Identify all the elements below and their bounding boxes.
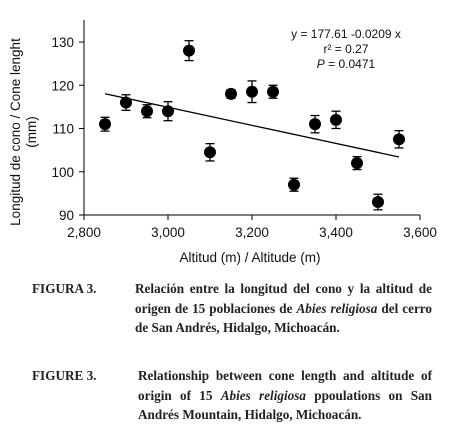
- point-marker: [351, 157, 363, 170]
- regression-line: [104, 93, 400, 158]
- caption-body: Relación entre la longitud del cono y la…: [135, 281, 433, 335]
- data-point: [330, 110, 342, 130]
- point-marker: [204, 146, 216, 159]
- x-tick-label: 2,800: [67, 225, 101, 240]
- data-point: [393, 130, 405, 149]
- x-tick-label: 3,000: [151, 225, 185, 240]
- point-marker: [372, 196, 384, 209]
- point-marker: [120, 96, 132, 109]
- point-marker: [330, 113, 342, 126]
- data-point: [288, 177, 300, 192]
- caption-label: FIGURA 3.: [32, 281, 97, 296]
- data-point: [372, 193, 384, 211]
- equation-text: y = 177.61 -0.0209 x: [291, 27, 401, 41]
- p-value-text: P = 0.0471: [317, 57, 376, 71]
- x-tick-label: 3,200: [235, 225, 269, 240]
- point-marker: [393, 133, 405, 146]
- caption-english: FIGURE 3. Relationship between cone leng…: [32, 366, 432, 425]
- point-marker: [141, 105, 153, 118]
- data-point: [225, 87, 237, 100]
- point-marker: [288, 178, 300, 191]
- scatter-chart: 2,800 3,000 3,200 3,400 3,60090100110120130 …: [8, 20, 437, 265]
- r2-text: r² = 0.27: [323, 42, 368, 56]
- y-tick-label: 100: [51, 165, 74, 180]
- point-marker: [162, 105, 174, 118]
- data-point: [183, 40, 195, 62]
- data-point: [309, 114, 321, 134]
- x-tick-label: 3,600: [403, 225, 437, 240]
- data-point: [99, 116, 111, 132]
- point-marker: [225, 87, 237, 100]
- data-point: [162, 101, 174, 122]
- regression-annotation: y = 177.61 -0.0209 x r² = 0.27 P = 0.047…: [291, 27, 401, 71]
- x-axis-label: Altitud (m) / Altitude (m): [179, 250, 320, 265]
- data-point: [204, 142, 216, 162]
- y-tick-label: 110: [52, 122, 74, 137]
- point-marker: [309, 118, 321, 131]
- caption-spanish: FIGURA 3. Relación entre la longitud del…: [32, 279, 432, 338]
- caption-label: FIGURE 3.: [32, 368, 97, 383]
- y-axis-unit: (mm): [24, 116, 39, 147]
- point-marker: [99, 118, 111, 131]
- data-point: [141, 104, 153, 119]
- data-point: [120, 94, 132, 111]
- y-tick-label: 130: [51, 35, 74, 50]
- point-marker: [246, 85, 258, 98]
- point-marker: [183, 44, 195, 57]
- y-tick-label: 90: [59, 208, 74, 223]
- data-point: [267, 84, 279, 99]
- data-point: [246, 80, 258, 104]
- point-marker: [267, 85, 279, 98]
- y-axis-label: Longitud de cono / Cone lenght: [8, 38, 23, 226]
- y-tick-label: 120: [51, 78, 74, 93]
- caption-body: Relationship between cone length and alt…: [138, 368, 432, 422]
- data-point: [351, 155, 363, 171]
- x-tick-label: 3,400: [319, 225, 353, 240]
